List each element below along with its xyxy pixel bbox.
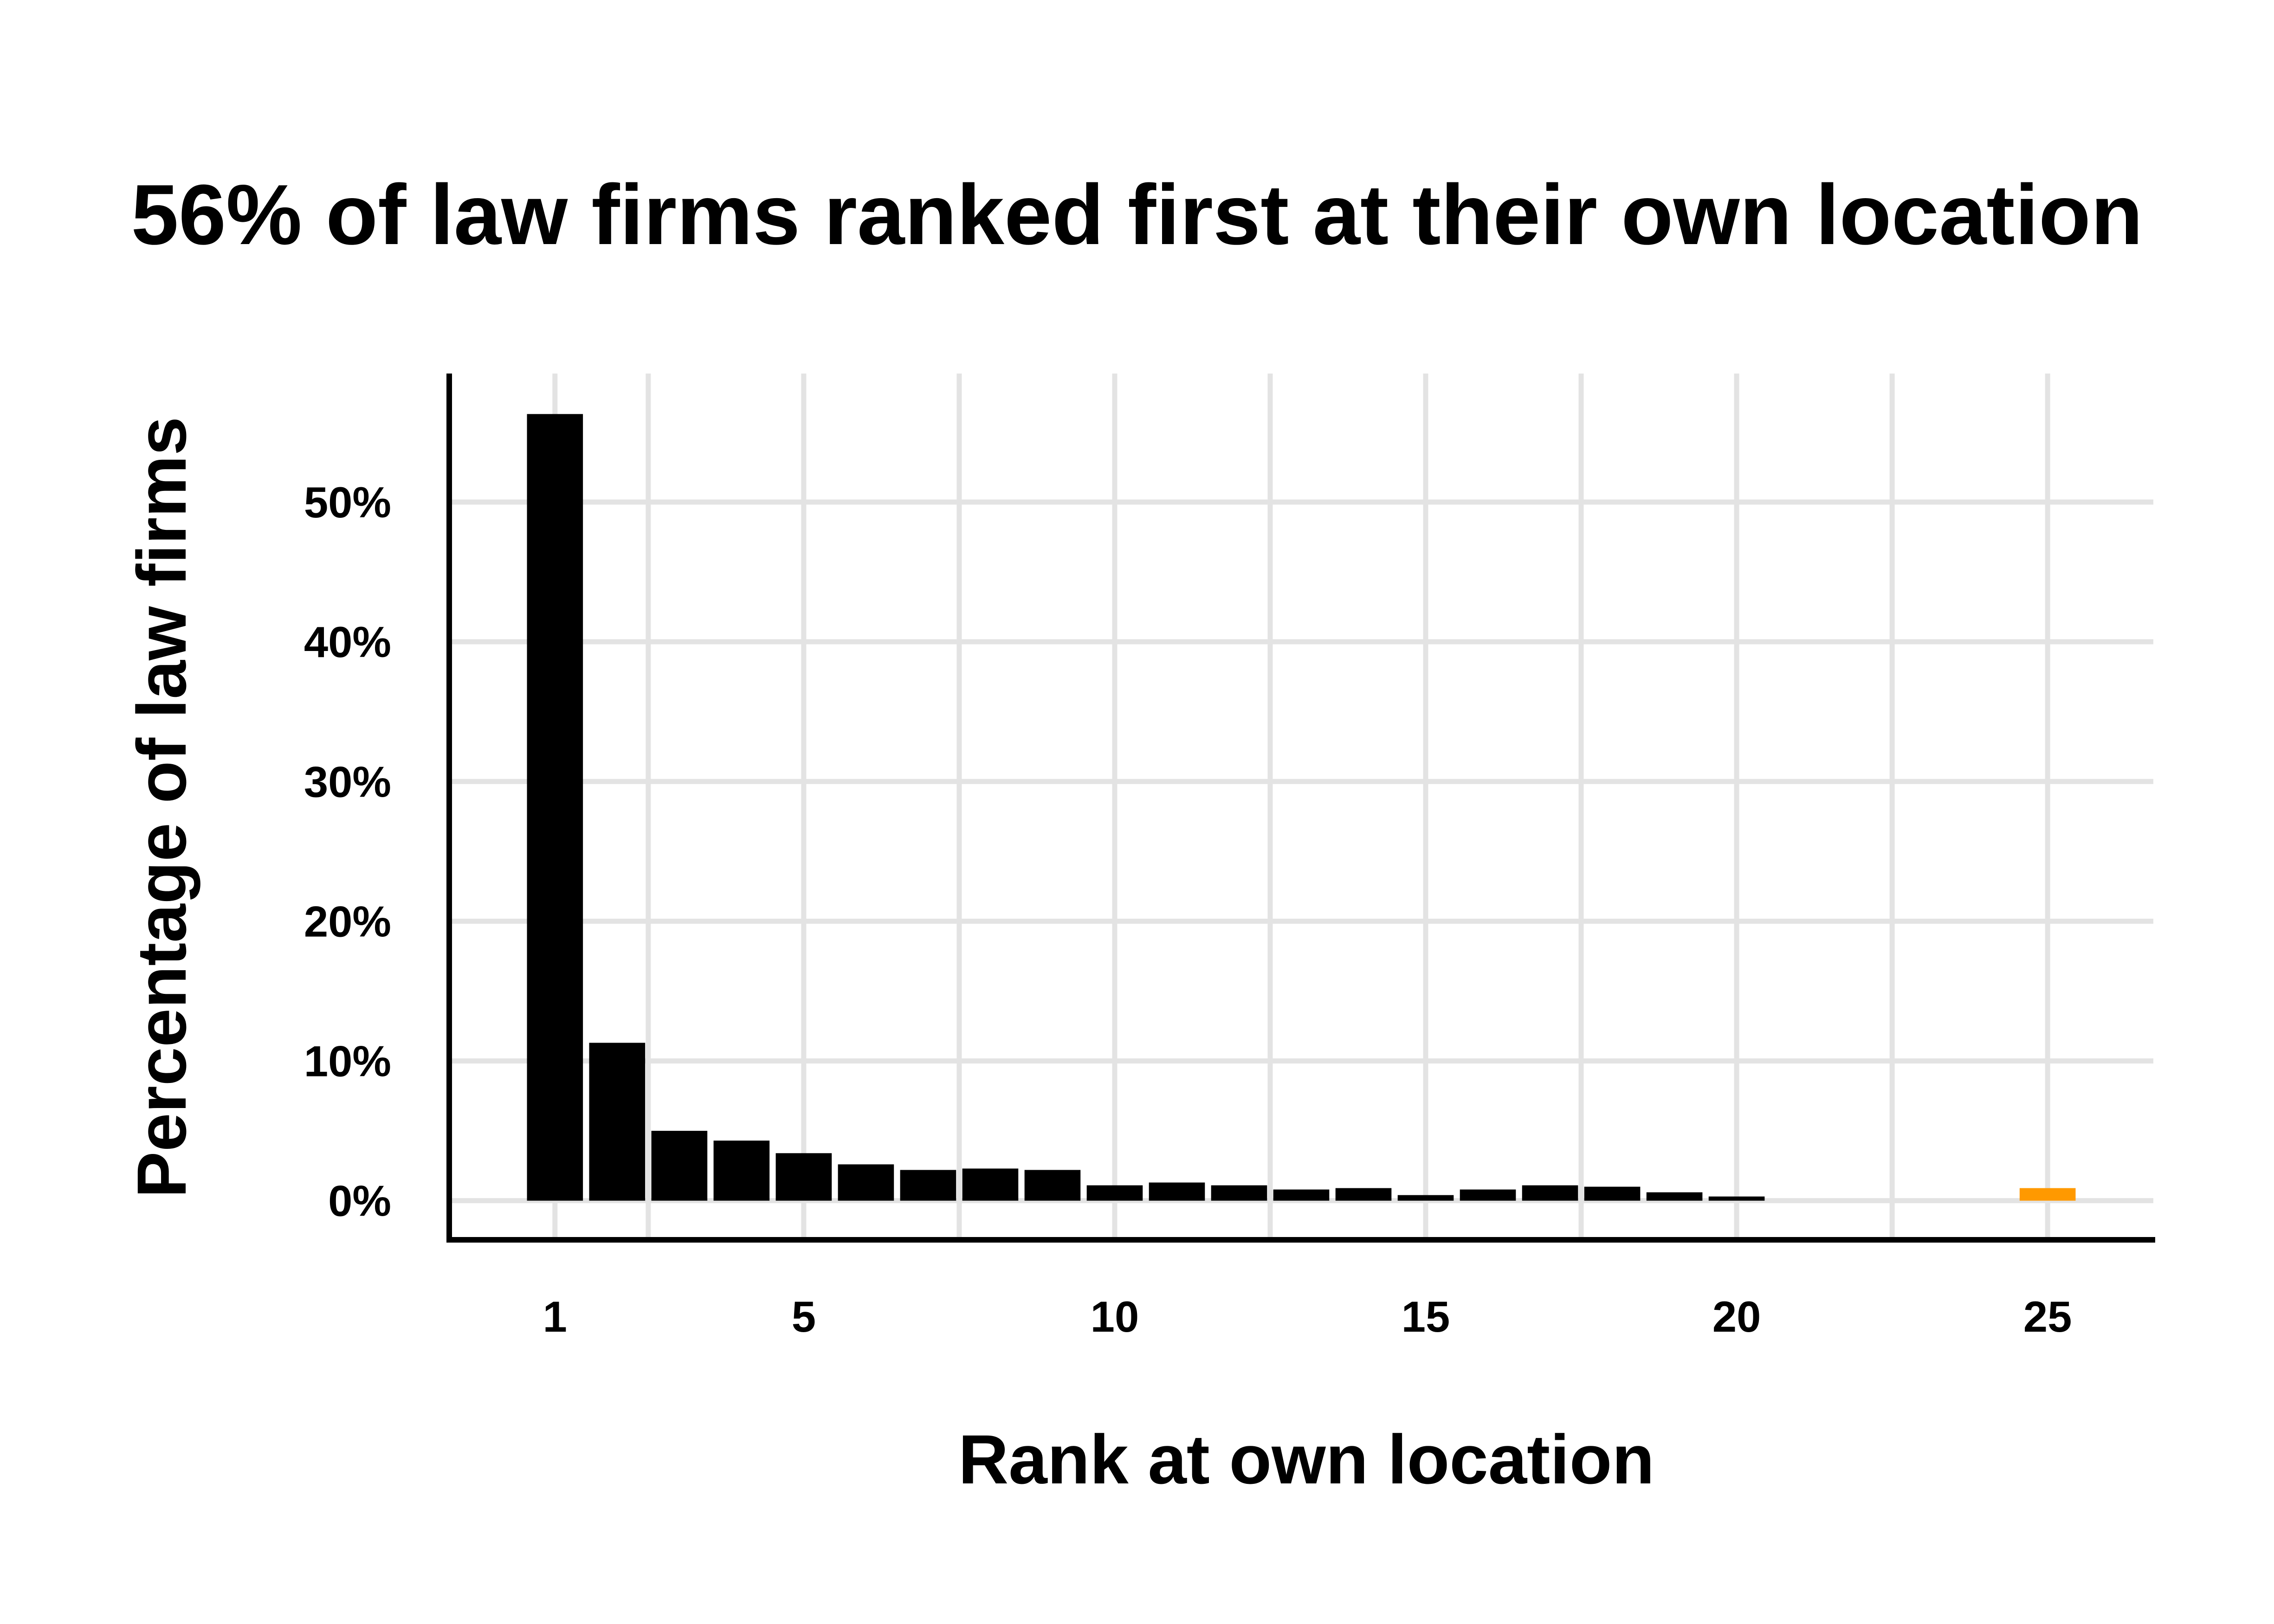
bar-rank-3 — [651, 1131, 708, 1201]
x-tick-label: 25 — [2023, 1292, 2072, 1341]
y-tick-label: 30% — [304, 757, 391, 806]
bar-rank-18 — [1584, 1186, 1641, 1201]
x-tick-label: 15 — [1402, 1292, 1450, 1341]
bar-rank-6 — [838, 1164, 894, 1201]
bar-rank-17 — [1522, 1185, 1578, 1201]
bar-rank-5 — [775, 1153, 832, 1201]
y-tick-label: 50% — [304, 478, 391, 527]
y-axis-ticks: 0% 10% 20% 30% 40% 50% — [304, 478, 391, 1225]
x-axis-ticks: 1 5 10 15 20 25 — [543, 1292, 2072, 1341]
bar-rank-12 — [1211, 1185, 1267, 1201]
bar-rank-13 — [1273, 1189, 1330, 1201]
y-tick-label: 0% — [328, 1177, 391, 1225]
x-tick-label: 5 — [792, 1292, 816, 1341]
bar-rank-15 — [1397, 1195, 1454, 1201]
x-tick-label: 1 — [543, 1292, 567, 1341]
bar-rank-19 — [1646, 1192, 1703, 1201]
bar-rank-9 — [1024, 1170, 1081, 1201]
bar-rank-4 — [713, 1141, 770, 1201]
y-tick-label: 20% — [304, 897, 391, 946]
bar-rank-1 — [527, 414, 583, 1201]
x-axis-title: Rank at own location — [958, 1420, 1654, 1498]
y-tick-label: 10% — [304, 1037, 391, 1086]
y-axis-title: Percentage of law firms — [123, 417, 200, 1198]
bar-rank-20 — [1708, 1196, 1765, 1201]
bars — [527, 414, 2076, 1201]
x-tick-label: 10 — [1091, 1292, 1139, 1341]
bar-rank-7 — [900, 1170, 956, 1201]
chart-title: 56% of law firms ranked first at their o… — [131, 167, 2143, 262]
bar-rank-16 — [1460, 1189, 1516, 1201]
x-tick-label: 20 — [1712, 1292, 1761, 1341]
bar-rank-14 — [1335, 1188, 1392, 1201]
y-tick-label: 40% — [304, 618, 391, 666]
bar-rank-8 — [962, 1168, 1019, 1201]
bar-rank-2 — [589, 1043, 646, 1201]
gridlines — [449, 374, 2153, 1240]
bar-rank-25 — [2019, 1188, 2076, 1201]
bar-rank-10 — [1086, 1185, 1143, 1201]
bar-rank-11 — [1149, 1182, 1205, 1201]
